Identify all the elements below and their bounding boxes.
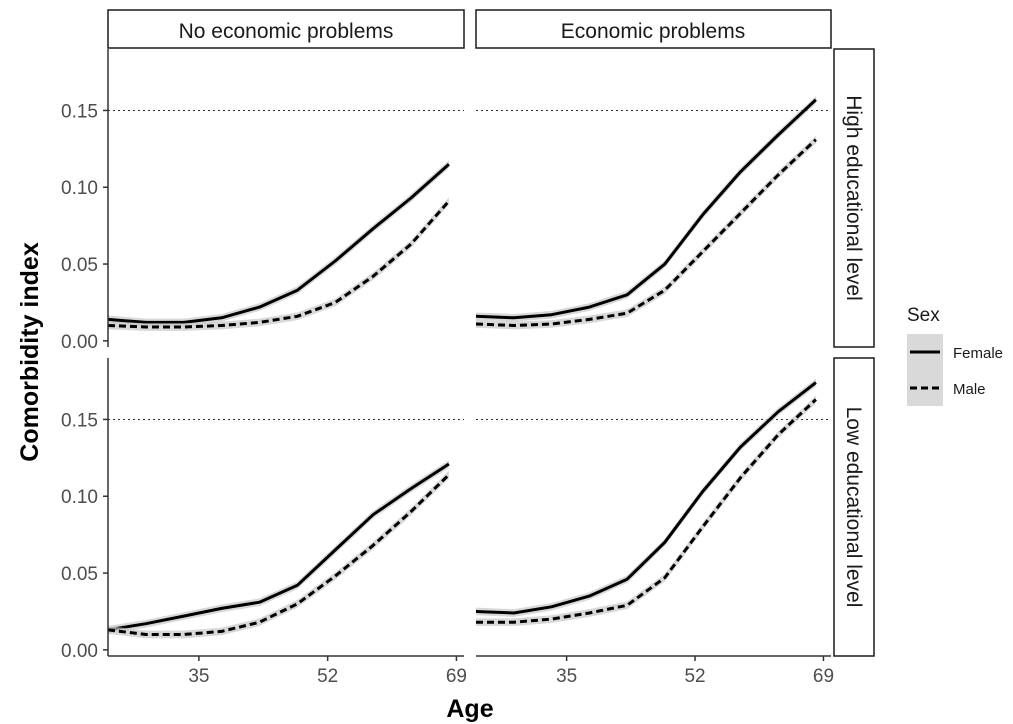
facet-strips: No economic problems Economic problems H… — [107, 9, 875, 657]
strip-col-2-box — [475, 9, 832, 49]
series-line-male — [475, 138, 817, 327]
x-axes: 35 52 69 35 52 69 — [108, 655, 834, 687]
panel-r1-c1 — [107, 109, 464, 331]
strip-row-2-box — [833, 357, 875, 657]
legend-title: Sex — [907, 305, 940, 326]
ribbon-female — [476, 95, 816, 322]
y-axis-title: Comorbidity index — [16, 242, 44, 462]
y-tick-label: 0.00 — [61, 332, 98, 353]
panel-r2-c1 — [107, 418, 464, 639]
y-tick-label: 0.00 — [61, 641, 98, 662]
legend: Sex Female Male — [907, 305, 1003, 406]
ribbon-male — [108, 197, 449, 331]
series-line-female — [475, 381, 817, 615]
strip-row-2-label: Low educational level — [842, 407, 865, 608]
x-tick-label: 52 — [317, 666, 338, 687]
strip-col-2-label: Economic problems — [561, 20, 745, 43]
x-tick-label: 35 — [188, 666, 209, 687]
ribbon-female — [108, 460, 449, 634]
y-tick-label: 0.10 — [61, 487, 98, 508]
ribbon-male — [476, 395, 816, 627]
series-line-female — [475, 98, 817, 320]
ribbon-female — [476, 378, 816, 617]
strip-col-1-label: No economic problems — [179, 20, 394, 43]
y-tick-label: 0.05 — [61, 564, 98, 585]
y-tick-label: 0.05 — [61, 255, 98, 276]
x-tick-label: 69 — [446, 666, 467, 687]
x-tick-label: 35 — [556, 666, 577, 687]
ribbon-female — [108, 160, 449, 327]
x-tick-label: 69 — [813, 666, 834, 687]
strip-row-1-label: High educational level — [842, 95, 865, 300]
series-line-male — [107, 200, 451, 329]
strip-col-1-box — [107, 9, 465, 49]
y-tick-label: 0.15 — [61, 410, 98, 431]
x-axis-title: Age — [446, 695, 493, 723]
legend-label-female: Female — [953, 345, 1003, 362]
facet-panels — [107, 95, 831, 639]
legend-label-male: Male — [953, 381, 986, 398]
series-line-female — [107, 462, 450, 632]
series-line-female — [107, 163, 450, 324]
panel-r1-c2 — [475, 95, 831, 330]
y-tick-label: 0.10 — [61, 178, 98, 199]
strip-row-1-box — [833, 48, 875, 348]
y-axes: 0.00 0.05 0.10 0.15 0.00 0.05 0.10 0.15 — [61, 49, 109, 662]
y-tick-label: 0.15 — [61, 101, 98, 122]
series-line-male — [476, 398, 817, 624]
panel-r2-c2 — [475, 378, 831, 627]
x-tick-label: 52 — [684, 666, 705, 687]
ribbon-male — [476, 135, 816, 330]
series-line-male — [107, 473, 450, 636]
